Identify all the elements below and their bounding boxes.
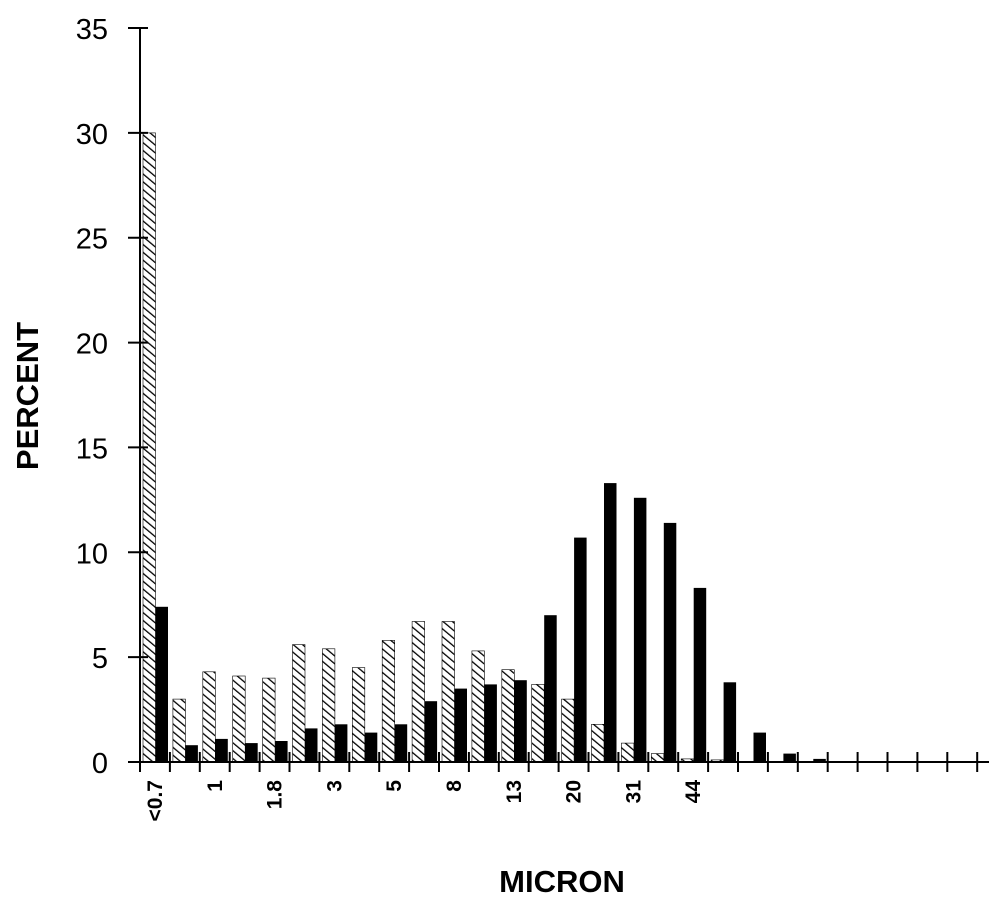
bar	[604, 483, 617, 762]
bar	[441, 621, 455, 763]
bar	[292, 644, 306, 763]
bar	[484, 684, 497, 762]
y-tick-label: 10	[76, 538, 108, 570]
bar	[501, 669, 515, 763]
bar	[471, 650, 485, 763]
bar	[394, 724, 408, 762]
x-tick-label: 1.8	[264, 780, 287, 810]
bar	[424, 701, 438, 762]
bar	[650, 753, 665, 763]
bar	[531, 684, 545, 763]
bar	[381, 640, 396, 763]
x-tick-label: 31	[622, 780, 645, 804]
y-axis-label: PERCENT	[10, 322, 45, 470]
bar	[275, 741, 288, 762]
bar	[411, 621, 425, 763]
bar	[753, 732, 766, 762]
y-tick-label: 5	[92, 643, 108, 675]
bar	[561, 698, 575, 763]
bar	[185, 745, 198, 762]
x-tick-label: 44	[682, 780, 705, 804]
x-axis-label: MICRON	[499, 864, 625, 899]
y-tick-label: 30	[76, 119, 108, 151]
bar	[305, 728, 318, 762]
bar	[364, 732, 378, 762]
bar	[514, 680, 527, 762]
bar	[245, 743, 258, 762]
x-tick-label: 13	[503, 780, 526, 803]
bar	[202, 671, 216, 763]
bar	[351, 667, 366, 763]
axes-layer	[128, 27, 989, 772]
bar	[813, 758, 826, 762]
x-tick-label: 5	[383, 780, 406, 792]
x-tick-label: 8	[443, 780, 466, 792]
bar	[723, 682, 737, 762]
bar	[591, 723, 605, 763]
bar	[232, 675, 246, 763]
bar	[783, 753, 796, 762]
x-tick-label: <0.7	[144, 780, 167, 821]
bar	[215, 738, 228, 762]
bar	[663, 522, 677, 762]
bar	[334, 724, 348, 762]
bars-layer	[142, 132, 826, 763]
bar	[544, 615, 557, 762]
y-tick-label: 0	[92, 748, 108, 780]
bar	[693, 587, 707, 762]
y-tick-label: 15	[76, 433, 108, 465]
bar	[633, 497, 647, 762]
x-tick-label: 1	[204, 780, 227, 792]
bar	[172, 698, 186, 763]
bar	[262, 677, 276, 763]
bar	[322, 648, 336, 763]
y-tick-label: 35	[76, 14, 108, 46]
bar	[454, 688, 467, 762]
bar	[574, 537, 587, 762]
y-tick-label: 20	[76, 329, 108, 361]
x-tick-label: 20	[563, 780, 586, 803]
x-tick-label: 3	[323, 780, 346, 792]
bar	[155, 606, 168, 762]
bar	[621, 742, 635, 763]
y-tick-label: 25	[76, 224, 108, 256]
